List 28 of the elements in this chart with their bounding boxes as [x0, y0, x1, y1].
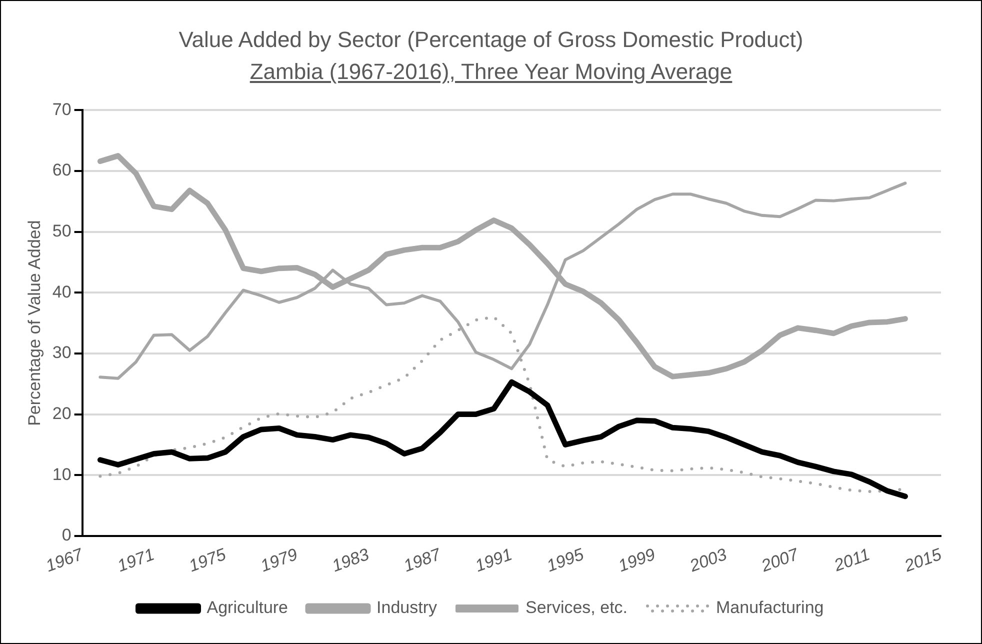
- x-tick-label: 1983: [330, 544, 372, 576]
- x-tick-label: 1987: [401, 544, 444, 576]
- x-tick-label: 1967: [43, 544, 86, 576]
- chart-title: Value Added by Sector (Percentage of Gross Domestic Product): [178, 27, 804, 53]
- x-tick-label: 1971: [114, 544, 157, 576]
- legend-label: Industry: [376, 598, 438, 618]
- x-tick-label: 1999: [616, 544, 658, 576]
- x-tick-label: 1991: [472, 544, 515, 576]
- y-axis-title: Percentage of Value Added: [24, 220, 44, 426]
- y-tick-label: 50: [52, 222, 72, 241]
- legend-label: Services, etc.: [525, 598, 628, 618]
- chart-subtitle: Zambia (1967-2016), Three Year Moving Average: [250, 59, 732, 84]
- legend-label: Agriculture: [206, 598, 288, 618]
- x-tick-label: 1975: [186, 544, 229, 576]
- legend-label: Manufacturing: [716, 598, 824, 618]
- x-tick-label: 1995: [544, 544, 587, 576]
- y-tick-label: 60: [52, 160, 72, 180]
- y-tick-label: 30: [52, 343, 72, 362]
- y-tick-label: 0: [62, 526, 72, 545]
- y-tick-label: 70: [52, 100, 72, 119]
- y-tick-label: 10: [52, 464, 72, 484]
- x-tick-label: 2015: [901, 544, 944, 576]
- x-tick-label: 2011: [830, 544, 872, 576]
- x-tick-label: 1979: [258, 544, 300, 576]
- x-tick-label: 2007: [758, 544, 802, 576]
- y-tick-label: 40: [52, 282, 72, 302]
- y-tick-label: 20: [52, 404, 72, 423]
- x-tick-label: 2003: [686, 544, 730, 576]
